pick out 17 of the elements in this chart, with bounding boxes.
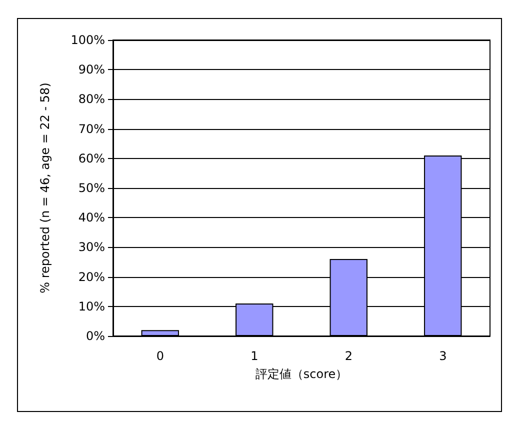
y-tick-label: 10% [78,299,105,314]
y-tick-label: 30% [78,240,105,254]
x-tick-label: 3 [439,349,447,363]
y-tick-label: 90% [78,62,105,77]
y-tick-label: 20% [78,270,105,284]
y-tick-label: 50% [78,181,105,195]
y-tick-label: 70% [78,122,105,136]
y-tick-label: 80% [78,92,105,106]
y-tick-label: 60% [78,151,105,166]
x-tick-label: 1 [250,349,258,363]
y-tick-label: 40% [78,210,105,225]
x-axis-title: 評定値（score） [255,367,348,381]
x-tick-label: 0 [156,349,164,363]
x-tick-label: 2 [344,349,352,363]
y-tick-label: 0% [86,329,105,343]
y-tick-label: 100% [70,33,105,47]
y-axis-title: % reported (n = 46, age = 22 - 58) [38,82,52,294]
